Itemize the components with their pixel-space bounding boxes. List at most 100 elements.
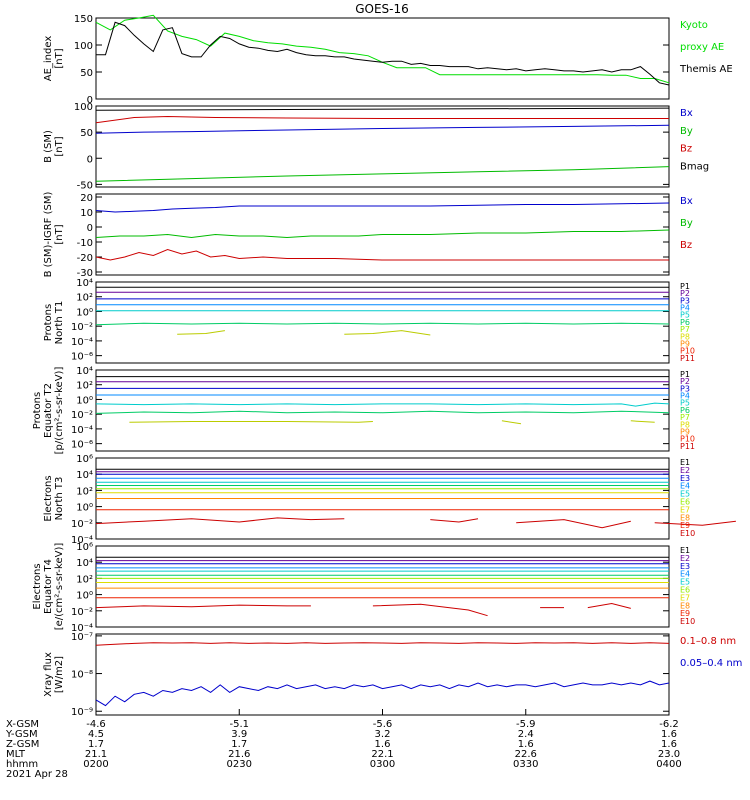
y-tick-label-pe: 10² [76,381,93,392]
legend-label-ee: E8 [680,601,690,610]
legend-label-ae: proxy AE [680,42,724,53]
legend-label-ee: E2 [680,554,690,563]
legend-label-bigrf: Bx [680,196,693,207]
ephemeris-value: 1.6 [375,739,391,750]
y-tick-label-ee: 10⁰ [76,591,93,602]
legend-label-pn: P2 [680,289,690,298]
y-tick-label-bsm: 100 [74,102,93,113]
y-axis-label-bsm: B (SM) [43,130,54,163]
y-tick-label-en: 10⁴ [76,470,93,481]
y-tick-label-ae: 50 [80,68,93,79]
y-tick-label-bigrf: 10 [80,208,93,219]
legend-label-pn: P8 [680,332,690,341]
legend-label-xray: 0.05–0.4 nm [680,658,742,669]
legend-label-pe: P3 [680,384,690,393]
ephemeris-value: 2.4 [518,729,534,740]
y-axis-label-bsm: [nT] [54,136,65,156]
legend-label-bsm: Bz [680,144,692,155]
y-axis-label-pn: North T1 [54,301,65,345]
series-line-bigrf-0 [95,202,670,213]
y-axis-label-bigrf: B (SM)-IGRF (SM) [43,192,54,278]
legend-label-pn: P10 [680,347,695,356]
ephemeris-value: 0400 [656,759,681,770]
legend-label-bigrf: By [680,218,693,229]
legend-label-pe: P10 [680,435,695,444]
y-tick-label-pe: 10⁴ [76,366,93,377]
y-tick-label-bigrf: 20 [80,193,93,204]
legend-label-pn: P4 [680,304,690,313]
legend-label-pn: P7 [680,325,690,334]
panel-frame-bigrf [95,193,670,276]
series-line-xray-1 [95,680,670,707]
ephemeris-value: 1.7 [231,739,247,750]
series-line-ee-13 [587,602,631,609]
y-tick-label-pe: 10⁻² [71,410,93,421]
series-line-ae-1 [96,21,670,86]
y-axis-label-xray: [W/m2] [54,656,65,693]
series-line-en-11 [430,518,479,523]
legend-label-ae: Themis AE [679,64,733,75]
y-tick-label-ae: 0 [87,95,93,106]
y-tick-label-pn: 10² [76,293,93,304]
y-tick-label-en: 10⁶ [76,454,93,465]
y-tick-label-bigrf: -10 [77,238,93,249]
series-line-pe-7 [501,420,522,425]
series-line-ee-11 [372,603,488,617]
y-axis-label-pe: Protons [32,392,43,429]
y-tick-label-ee: 10⁴ [76,558,93,569]
legend-label-ee: E4 [680,570,690,579]
y-axis-label-ae: [nT] [54,48,65,68]
y-tick-label-en: 10² [76,486,93,497]
series-line-pe-8 [630,420,655,423]
legend-label-bigrf: Bz [680,240,692,251]
ephemeris-value: 21.1 [85,749,107,760]
legend-label-en: E9 [680,521,690,530]
series-line-pn-6 [177,330,225,335]
y-tick-label-en: 10⁰ [76,503,93,514]
legend-label-pn: P9 [680,339,690,348]
y-tick-label-ae: 100 [74,41,93,52]
ephemeris-value: 0330 [513,759,538,770]
legend-label-pe: P7 [680,413,690,422]
y-tick-label-pn: 10⁻⁴ [71,337,93,348]
y-tick-label-ae: 150 [74,14,93,25]
series-line-xray-0 [95,642,670,646]
y-tick-label-bigrf: -20 [77,253,93,264]
series-line-bsm-3 [95,166,670,182]
y-axis-label-ee: [e/(cm²-s-sr-keV)] [54,543,65,631]
legend-label-en: E4 [680,482,690,491]
y-tick-label-bigrf: 0 [87,223,93,234]
ephemeris-value: -6.2 [659,719,679,730]
y-axis-label-en: Electrons [43,475,54,521]
y-axis-label-pe: [p/(cm²-s-sr-keV)] [54,367,65,455]
ephemeris-value: 0230 [227,759,252,770]
ephemeris-label: MLT [6,749,26,760]
y-axis-label-bigrf: [nT] [54,224,65,244]
legend-label-bsm: Bx [680,108,693,119]
legend-label-pe: P2 [680,377,690,386]
y-tick-label-xray: 10⁻⁷ [71,632,93,643]
y-tick-label-bsm: 50 [80,128,93,139]
y-tick-label-pe: 10⁰ [76,395,93,406]
y-axis-label-pn: Protons [43,304,54,341]
ephemeris-value: 0300 [370,759,395,770]
series-line-en-10 [95,517,345,525]
series-line-ee-10 [95,604,311,609]
legend-label-pn: P1 [680,282,690,291]
ephemeris-value: -5.9 [516,719,536,730]
legend-label-ee: E3 [680,562,690,571]
panel-frame-ee [95,545,670,628]
y-axis-label-xray: Xray flux [43,652,54,697]
legend-label-pe: P4 [680,392,690,401]
legend-label-pe: P8 [680,420,690,429]
series-line-en-12 [516,519,631,529]
legend-label-ee: E6 [680,586,690,595]
series-line-bsm-1 [95,115,669,124]
legend-label-ee: E1 [680,546,690,555]
ephemeris-value: 3.9 [231,729,247,740]
ephemeris-value: 1.6 [661,729,677,740]
ephemeris-value: 22.1 [371,749,393,760]
legend-label-xray: 0.1–0.8 nm [680,636,736,647]
y-tick-label-ee: 10² [76,574,93,585]
panel-frame-pn [95,281,670,364]
